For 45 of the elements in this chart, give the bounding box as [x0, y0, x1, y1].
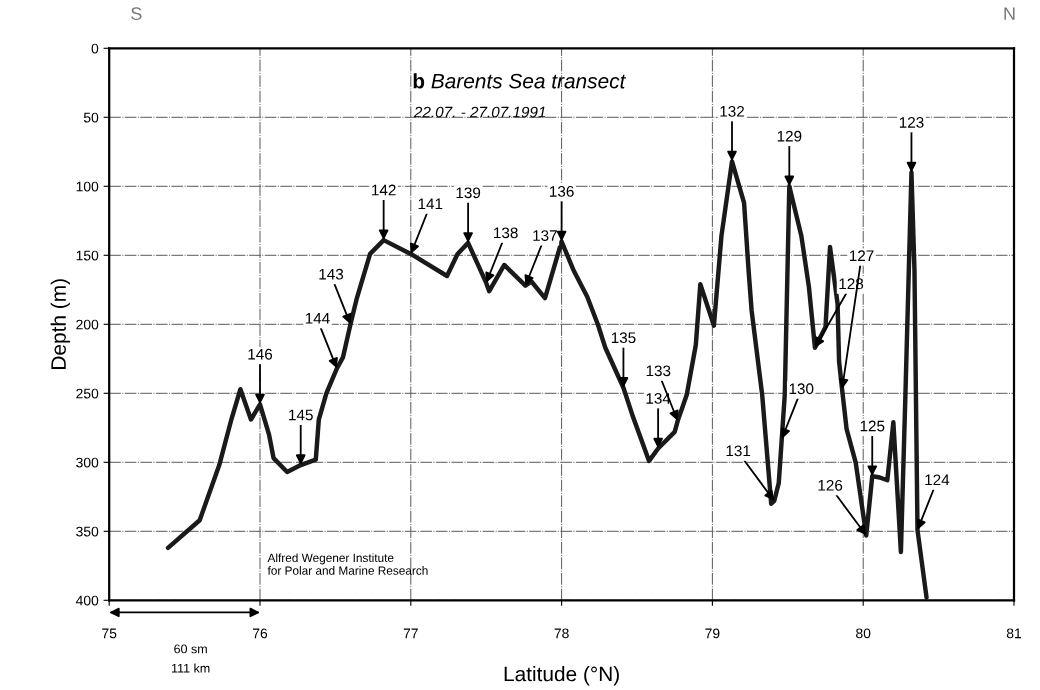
text: 60 sm — [174, 644, 207, 654]
annotation: 136 — [550, 186, 574, 197]
annotation: 141 — [418, 198, 443, 210]
annotation: 126 — [818, 479, 843, 491]
annotation: 138 — [494, 227, 518, 239]
y-tick-label: 300 — [76, 457, 99, 468]
y-tick-label: 350 — [76, 526, 99, 537]
y-tick-label: 150 — [76, 250, 99, 261]
annotation: 144 — [305, 313, 330, 324]
annotation: Alfred Wegener Institute for Polar and Marine Research — [267, 553, 428, 575]
annotation: 146 — [248, 348, 273, 360]
annotation: 125 — [860, 420, 885, 432]
y-axis-title: Depth (m) — [50, 279, 71, 369]
y-tick-label: 50 — [83, 112, 99, 123]
annotation: 124 — [925, 474, 950, 486]
x-tick-label: 81 — [1006, 628, 1022, 639]
x-tick-label: 75 — [102, 628, 117, 639]
annotation: 143 — [319, 268, 344, 280]
annotation: 133 — [646, 365, 671, 377]
y-tick-label: 250 — [76, 388, 99, 399]
annotation: 129 — [777, 130, 802, 142]
annotation: 137 — [533, 230, 557, 241]
y-tick-label: 100 — [76, 181, 99, 192]
text: 22.07. - 27.07.1991 — [413, 106, 546, 118]
y-tick-label: 0 — [91, 43, 99, 54]
text: 111 km — [172, 663, 210, 673]
annotation: 130 — [789, 383, 814, 395]
text: N — [1004, 7, 1015, 20]
x-tick-label: 77 — [403, 628, 418, 639]
annotation: 131 — [726, 445, 751, 457]
annotation: 135 — [611, 332, 636, 344]
x-tick-label: 78 — [554, 628, 569, 639]
annotation: 142 — [372, 184, 396, 196]
y-tick-label: 200 — [76, 319, 99, 330]
x-tick-label: 79 — [705, 628, 720, 639]
text: S — [131, 7, 142, 21]
annotation: 127 — [849, 250, 874, 261]
y-tick-label: 400 — [75, 595, 99, 606]
annotation: 123 — [899, 117, 924, 128]
annotation: 145 — [289, 409, 313, 421]
x-axis-title: Latitude (°N) — [504, 666, 619, 686]
x-tick-label: 76 — [252, 628, 268, 639]
annotation: 139 — [456, 187, 481, 199]
annotation: 132 — [720, 105, 744, 117]
x-tick-label: 80 — [856, 628, 871, 639]
